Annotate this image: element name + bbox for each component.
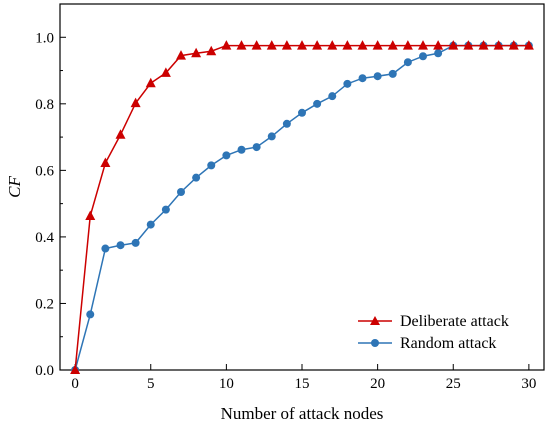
data-point xyxy=(402,40,413,50)
data-point xyxy=(418,40,428,50)
data-point xyxy=(327,40,338,50)
data-point xyxy=(221,40,232,50)
legend-marker-random xyxy=(371,339,379,347)
data-point xyxy=(434,49,443,58)
data-point xyxy=(388,69,397,78)
series-deliberate-attack xyxy=(70,40,534,374)
x-tick-label: 0 xyxy=(71,376,79,392)
y-tick-label: 0.4 xyxy=(35,230,54,246)
data-point xyxy=(433,40,444,50)
data-point xyxy=(160,67,171,77)
data-point xyxy=(343,79,352,88)
data-point xyxy=(86,310,95,319)
data-point xyxy=(478,40,489,50)
y-tick-label: 0.0 xyxy=(35,363,54,379)
data-point xyxy=(206,45,217,56)
x-tick-label: 10 xyxy=(219,376,234,392)
x-tick-label: 5 xyxy=(147,376,155,392)
data-point xyxy=(101,244,110,253)
data-point xyxy=(177,187,185,196)
data-point xyxy=(176,50,186,60)
data-point xyxy=(419,52,427,61)
data-point xyxy=(116,241,125,250)
data-point xyxy=(403,58,412,67)
legend: Deliberate attack Random attack xyxy=(358,313,509,352)
data-point xyxy=(130,97,141,108)
data-point xyxy=(161,205,170,214)
data-point xyxy=(131,238,140,247)
data-point xyxy=(146,220,155,229)
data-point xyxy=(313,99,322,108)
y-tick-label: 0.8 xyxy=(35,97,54,113)
x-tick-label: 25 xyxy=(446,376,461,392)
data-point xyxy=(523,40,534,50)
data-point xyxy=(145,77,156,88)
data-point xyxy=(222,151,231,160)
data-point xyxy=(70,364,81,374)
y-tick-label: 0.2 xyxy=(35,296,54,312)
x-tick-label: 20 xyxy=(370,376,385,392)
data-point xyxy=(297,40,307,50)
data-point xyxy=(373,72,382,81)
x-tick-label: 15 xyxy=(295,376,310,392)
data-point xyxy=(387,40,398,50)
data-point xyxy=(266,40,277,50)
data-point xyxy=(328,92,337,101)
data-point xyxy=(191,47,202,58)
y-tick-label: 1.0 xyxy=(35,30,54,46)
data-point xyxy=(251,40,262,50)
data-point xyxy=(115,129,126,139)
data-point xyxy=(312,40,323,50)
data-point xyxy=(493,40,504,50)
data-point xyxy=(252,143,261,152)
y-axis-title: CF xyxy=(5,176,24,198)
data-point xyxy=(357,40,368,50)
x-tick-label: 30 xyxy=(521,376,536,392)
data-point xyxy=(298,108,306,117)
data-point xyxy=(236,40,247,50)
x-axis-title: Number of attack nodes xyxy=(221,404,384,423)
data-point xyxy=(508,40,519,50)
y-tick-label: 0.6 xyxy=(35,163,54,179)
data-point xyxy=(448,40,459,50)
legend-marker-deliberate xyxy=(370,316,380,325)
data-point xyxy=(237,145,246,154)
data-point xyxy=(358,74,367,83)
data-point xyxy=(192,173,201,182)
series-layer xyxy=(70,40,534,374)
data-point xyxy=(85,210,96,220)
data-point xyxy=(372,40,383,50)
axis-ticks: 0 5 10 15 20 25 30 0.0 0.2 0.4 0.6 0.8 1.0 xyxy=(35,3,536,392)
data-point xyxy=(282,119,291,128)
data-point xyxy=(463,40,474,50)
data-point xyxy=(342,40,353,50)
data-point xyxy=(100,157,111,168)
legend-label-deliberate: Deliberate attack xyxy=(400,313,509,330)
data-point xyxy=(267,132,276,141)
data-point xyxy=(281,40,292,50)
data-point xyxy=(207,161,216,170)
legend-label-random: Random attack xyxy=(400,335,496,352)
